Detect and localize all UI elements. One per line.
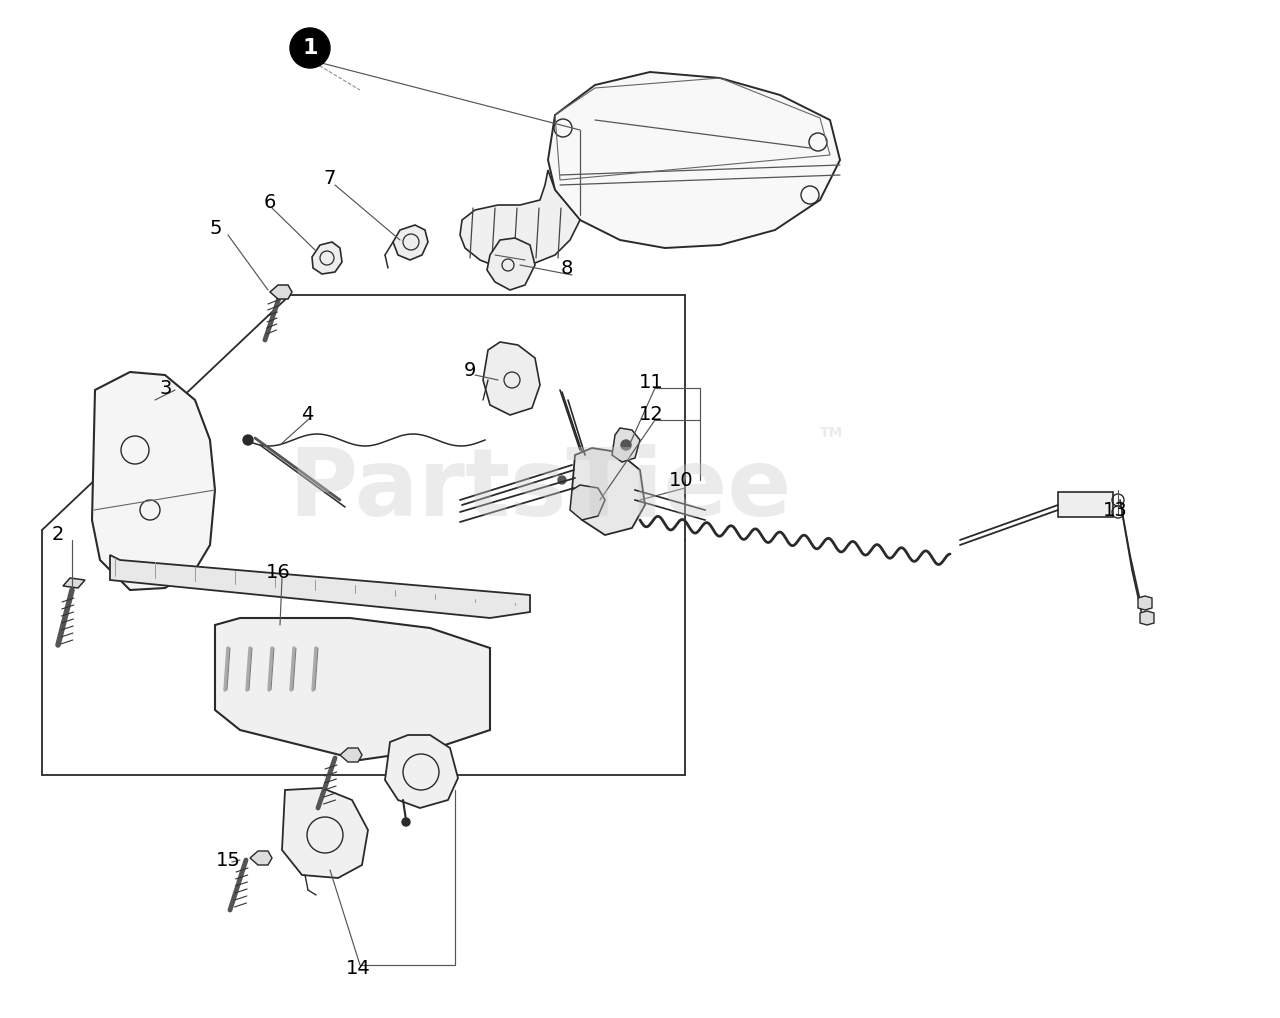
Circle shape <box>243 435 253 445</box>
Text: 3: 3 <box>160 379 173 397</box>
Polygon shape <box>312 242 342 274</box>
Polygon shape <box>483 342 540 415</box>
Text: 7: 7 <box>324 169 337 187</box>
Circle shape <box>558 476 566 484</box>
Polygon shape <box>548 72 840 248</box>
Polygon shape <box>486 238 535 290</box>
Text: 4: 4 <box>301 405 314 425</box>
Polygon shape <box>570 485 605 520</box>
Text: 5: 5 <box>210 219 223 237</box>
Polygon shape <box>340 748 362 762</box>
Text: 14: 14 <box>346 959 370 977</box>
Polygon shape <box>393 225 428 260</box>
Polygon shape <box>215 618 490 760</box>
Text: 9: 9 <box>463 360 476 380</box>
Text: 13: 13 <box>1102 501 1128 519</box>
Circle shape <box>621 440 631 450</box>
Polygon shape <box>110 555 530 618</box>
Circle shape <box>402 818 410 826</box>
Text: 11: 11 <box>639 373 663 392</box>
Circle shape <box>291 29 330 68</box>
Polygon shape <box>282 788 369 878</box>
Polygon shape <box>612 428 640 462</box>
Text: 15: 15 <box>215 850 241 869</box>
Text: 16: 16 <box>266 563 291 581</box>
Text: 12: 12 <box>639 405 663 425</box>
Polygon shape <box>63 578 84 588</box>
Polygon shape <box>1140 611 1155 625</box>
Polygon shape <box>250 851 273 865</box>
Bar <box>1059 492 1114 517</box>
Polygon shape <box>270 285 292 299</box>
Text: 1: 1 <box>302 38 317 58</box>
Text: PartsTiee: PartsTiee <box>288 444 792 536</box>
Polygon shape <box>1138 596 1152 610</box>
Polygon shape <box>460 170 580 268</box>
Text: 10: 10 <box>668 470 694 490</box>
Text: 6: 6 <box>264 192 276 212</box>
Polygon shape <box>385 735 458 808</box>
Polygon shape <box>92 372 215 590</box>
Polygon shape <box>572 448 645 535</box>
Text: 8: 8 <box>561 259 573 278</box>
Text: 2: 2 <box>51 525 64 545</box>
Text: TM: TM <box>820 426 844 440</box>
